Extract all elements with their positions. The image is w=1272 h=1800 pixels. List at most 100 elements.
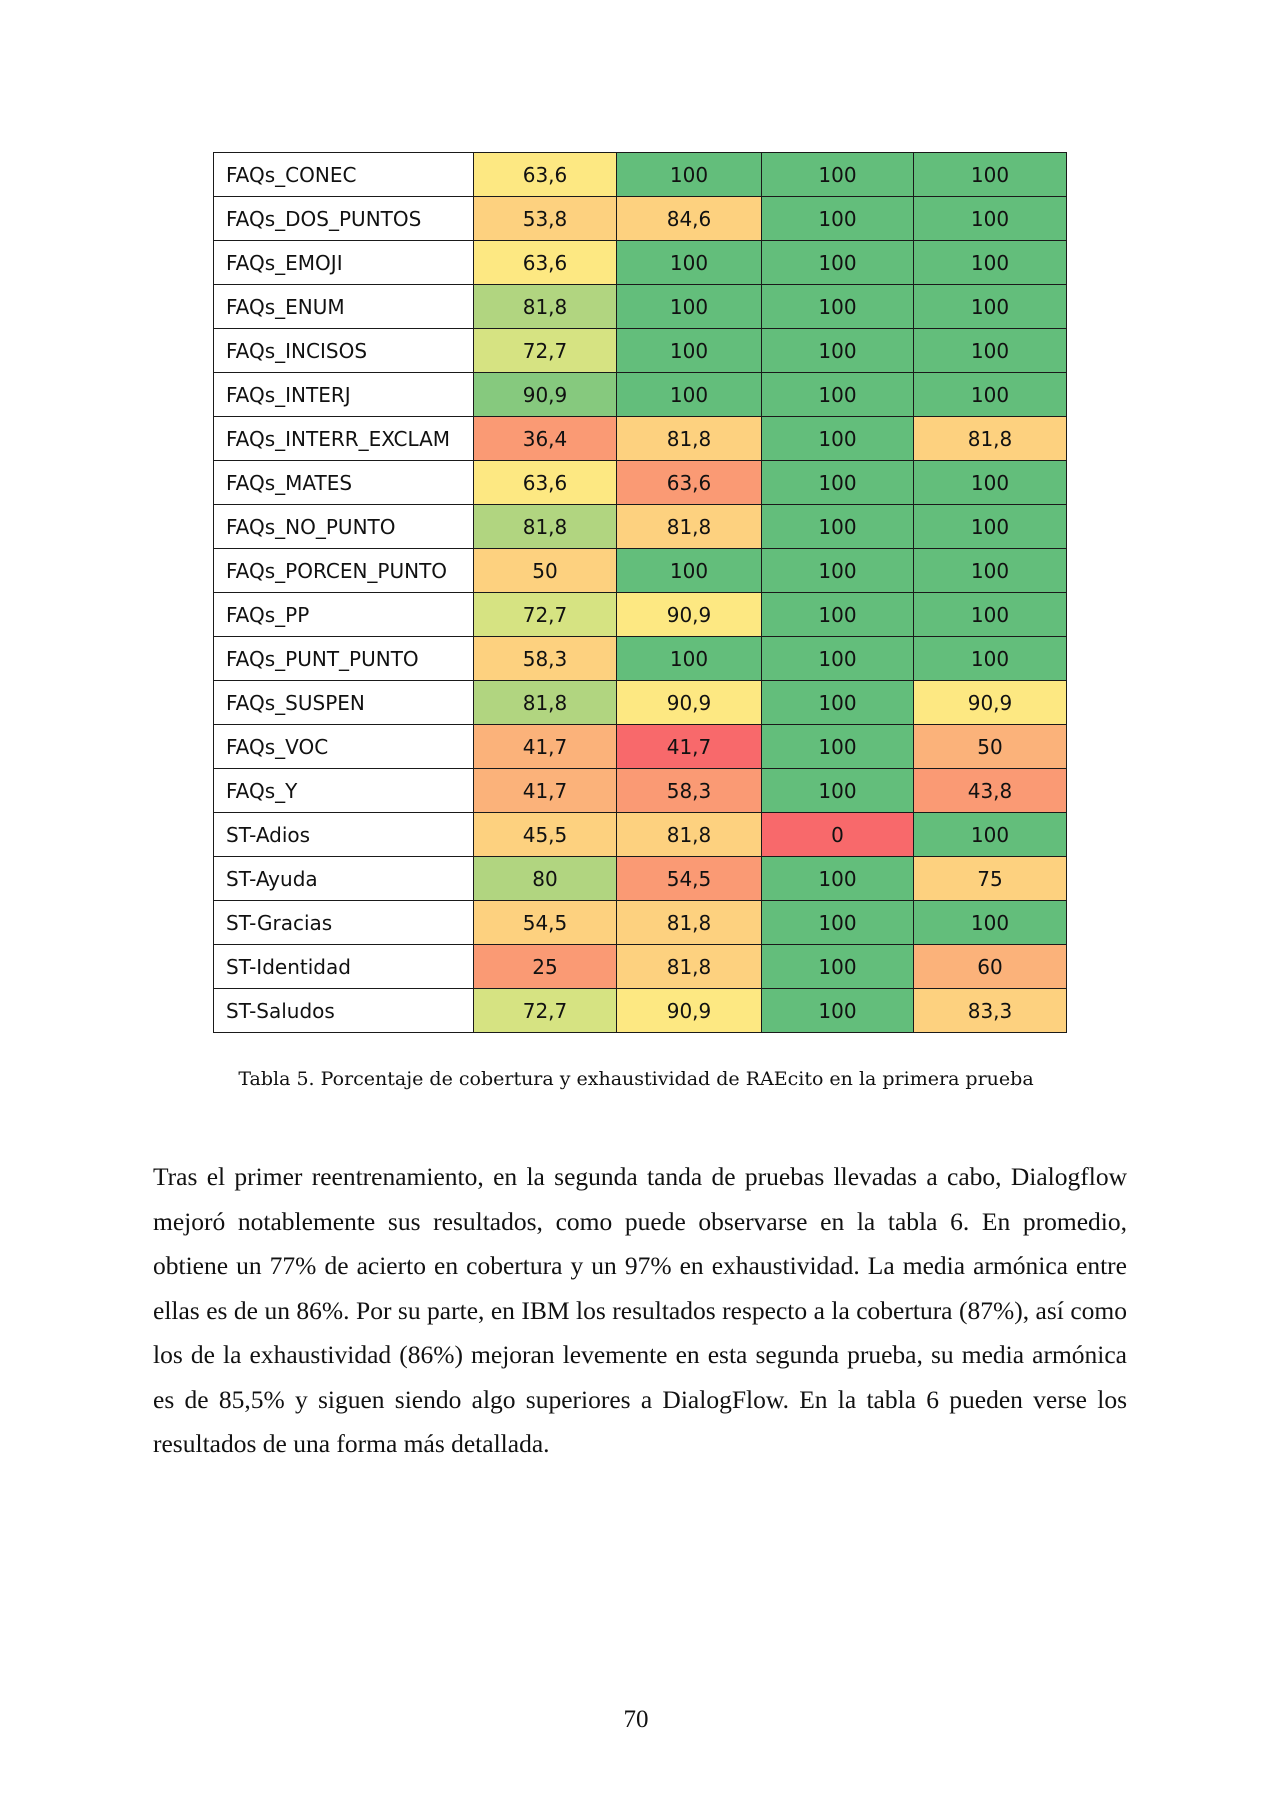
table-row: ST-Identidad 25 81,8 100 60 (213, 944, 1067, 989)
value-cell: 100 (761, 152, 914, 197)
value-cell: 100 (761, 900, 914, 945)
table-row: ST-Adios 45,5 81,8 0 100 (213, 812, 1067, 857)
value-cell: 81,8 (473, 504, 617, 549)
value-cell: 72,7 (473, 592, 617, 637)
body-paragraph: Tras el primer reentrenamiento, en la se… (153, 1162, 1127, 1458)
value-cell: 75 (913, 856, 1067, 901)
value-cell: 54,5 (616, 856, 762, 901)
value-cell: 100 (913, 196, 1067, 241)
row-label-cell: ST-Ayuda (213, 856, 474, 901)
value-cell: 60 (913, 944, 1067, 989)
table-caption: Tabla 5. Porcentaje de cobertura y exhau… (238, 1068, 1034, 1090)
value-cell: 58,3 (473, 636, 617, 681)
value-cell: 100 (616, 152, 762, 197)
value-cell: 100 (761, 548, 914, 593)
value-cell: 100 (913, 152, 1067, 197)
value-cell: 100 (761, 944, 914, 989)
table-row: FAQs_INCISOS 72,7 100 100 100 (213, 328, 1067, 373)
row-label-cell: FAQs_NO_PUNTO (213, 504, 474, 549)
value-cell: 90,9 (473, 372, 617, 417)
value-cell: 41,7 (473, 724, 617, 769)
value-cell: 81,8 (616, 900, 762, 945)
table-row: FAQs_MATES 63,6 63,6 100 100 (213, 460, 1067, 505)
value-cell: 58,3 (616, 768, 762, 813)
row-label-cell: FAQs_PP (213, 592, 474, 637)
table-row: FAQs_INTERJ 90,9 100 100 100 (213, 372, 1067, 417)
value-cell: 100 (616, 548, 762, 593)
value-cell: 100 (616, 636, 762, 681)
value-cell: 72,7 (473, 988, 617, 1033)
row-label-cell: FAQs_ENUM (213, 284, 474, 329)
row-label-cell: FAQs_Y (213, 768, 474, 813)
table-row: FAQs_VOC 41,7 41,7 100 50 (213, 724, 1067, 769)
value-cell: 63,6 (616, 460, 762, 505)
value-cell: 81,8 (913, 416, 1067, 461)
row-label-cell: FAQs_CONEC (213, 152, 474, 197)
row-label-cell: FAQs_DOS_PUNTOS (213, 196, 474, 241)
value-cell: 100 (761, 372, 914, 417)
value-cell: 100 (761, 724, 914, 769)
value-cell: 84,6 (616, 196, 762, 241)
value-cell: 100 (913, 812, 1067, 857)
table-row: FAQs_PP 72,7 90,9 100 100 (213, 592, 1067, 637)
value-cell: 100 (616, 240, 762, 285)
table-row: ST-Saludos 72,7 90,9 100 83,3 (213, 988, 1067, 1033)
value-cell: 100 (761, 768, 914, 813)
value-cell: 81,8 (473, 680, 617, 725)
table-row: FAQs_Y 41,7 58,3 100 43,8 (213, 768, 1067, 813)
value-cell: 54,5 (473, 900, 617, 945)
value-cell: 63,6 (473, 152, 617, 197)
value-cell: 100 (913, 900, 1067, 945)
table-row: FAQs_PUNT_PUNTO 58,3 100 100 100 (213, 636, 1067, 681)
value-cell: 81,8 (616, 944, 762, 989)
row-label-cell: ST-Gracias (213, 900, 474, 945)
table-row: FAQs_DOS_PUNTOS 53,8 84,6 100 100 (213, 196, 1067, 241)
row-label-cell: FAQs_VOC (213, 724, 474, 769)
value-cell: 100 (913, 592, 1067, 637)
value-cell: 90,9 (616, 592, 762, 637)
value-cell: 63,6 (473, 240, 617, 285)
value-cell: 100 (616, 372, 762, 417)
page-number: 70 (623, 1706, 649, 1733)
row-label-cell: FAQs_SUSPEN (213, 680, 474, 725)
value-cell: 100 (761, 636, 914, 681)
value-cell: 100 (761, 328, 914, 373)
value-cell: 45,5 (473, 812, 617, 857)
value-cell: 83,3 (913, 988, 1067, 1033)
value-cell: 80 (473, 856, 617, 901)
value-cell: 100 (616, 328, 762, 373)
row-label-cell: FAQs_EMOJI (213, 240, 474, 285)
value-cell: 100 (913, 548, 1067, 593)
table-row: ST-Ayuda 80 54,5 100 75 (213, 856, 1067, 901)
row-label-cell: FAQs_PORCEN_PUNTO (213, 548, 474, 593)
value-cell: 25 (473, 944, 617, 989)
table-row: ST-Gracias 54,5 81,8 100 100 (213, 900, 1067, 945)
value-cell: 100 (913, 240, 1067, 285)
row-label-cell: ST-Identidad (213, 944, 474, 989)
value-cell: 100 (761, 856, 914, 901)
value-cell: 100 (761, 240, 914, 285)
value-cell: 43,8 (913, 768, 1067, 813)
value-cell: 36,4 (473, 416, 617, 461)
row-label-cell: FAQs_INTERJ (213, 372, 474, 417)
row-label-cell: FAQs_INCISOS (213, 328, 474, 373)
value-cell: 72,7 (473, 328, 617, 373)
value-cell: 81,8 (616, 416, 762, 461)
results-table: FAQs_CONEC 63,6 100 100 100 FAQs_DOS_PUNTOS 53… (213, 152, 1067, 1033)
value-cell: 100 (761, 504, 914, 549)
table-row: FAQs_SUSPEN 81,8 90,9 100 90,9 (213, 680, 1067, 725)
value-cell: 100 (761, 988, 914, 1033)
table-row: FAQs_PORCEN_PUNTO 50 100 100 100 (213, 548, 1067, 593)
value-cell: 50 (913, 724, 1067, 769)
value-cell: 41,7 (473, 768, 617, 813)
value-cell: 63,6 (473, 460, 617, 505)
value-cell: 100 (616, 284, 762, 329)
table-row: FAQs_ENUM 81,8 100 100 100 (213, 284, 1067, 329)
value-cell: 90,9 (616, 680, 762, 725)
value-cell: 90,9 (913, 680, 1067, 725)
value-cell: 90,9 (616, 988, 762, 1033)
value-cell: 100 (761, 284, 914, 329)
row-label-cell: FAQs_PUNT_PUNTO (213, 636, 474, 681)
value-cell: 81,8 (616, 504, 762, 549)
